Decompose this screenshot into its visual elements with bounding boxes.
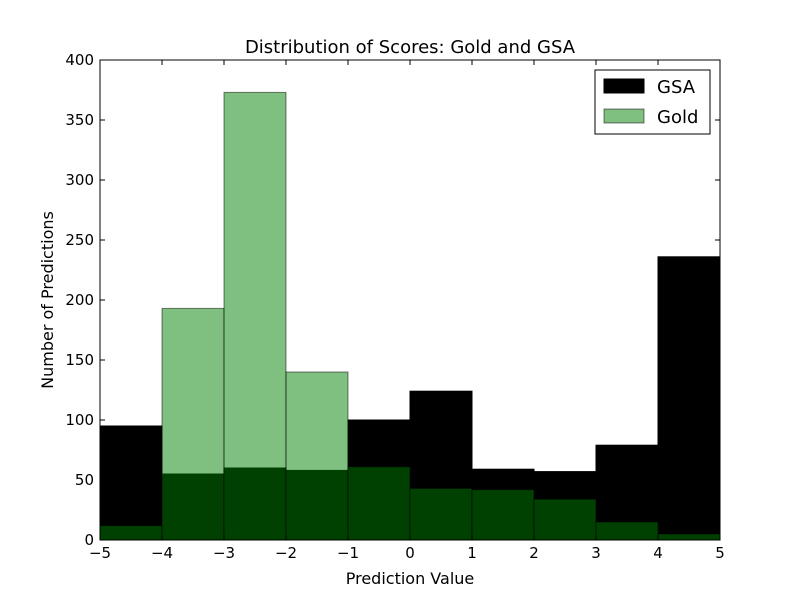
y-tick-label: 350	[65, 111, 94, 129]
y-tick-label: 150	[65, 351, 94, 369]
legend-swatch-gsa	[603, 78, 645, 94]
legend-label-gold: Gold	[657, 107, 698, 128]
gold-bar	[223, 91, 287, 541]
x-tick-label: 1	[467, 544, 477, 562]
gold-bar	[533, 498, 597, 541]
gold-bar	[99, 525, 163, 541]
y-axis: 0 50 100 150 200 250 300 350 400	[65, 51, 720, 549]
legend-label-gsa: GSA	[657, 77, 696, 98]
gold-bars	[99, 91, 721, 541]
x-axis: −5 −4 −3 −2 −1 0 1 2 3 4 5	[89, 60, 725, 562]
x-tick-label: 4	[653, 544, 663, 562]
gold-bar	[409, 487, 473, 541]
legend-swatch-gold	[603, 108, 645, 124]
gold-bar	[595, 521, 659, 541]
x-tick-label: −5	[89, 544, 111, 562]
y-axis-label: Number of Predictions	[38, 211, 57, 389]
y-tick-label: 250	[65, 231, 94, 249]
chart-title: Distribution of Scores: Gold and GSA	[245, 37, 576, 58]
gsa-bar	[99, 425, 163, 541]
gold-bar	[657, 533, 721, 541]
x-tick-label: −1	[337, 544, 359, 562]
x-tick-label: 0	[405, 544, 415, 562]
y-tick-label: 300	[65, 171, 94, 189]
y-tick-label: 0	[84, 531, 94, 549]
gold-bar	[161, 307, 225, 541]
x-axis-label: Prediction Value	[346, 569, 475, 588]
x-tick-label: 2	[529, 544, 539, 562]
x-tick-label: 3	[591, 544, 601, 562]
legend: GSA Gold	[594, 69, 711, 135]
y-tick-label: 100	[65, 411, 94, 429]
x-tick-label: −4	[151, 544, 173, 562]
gold-bar	[285, 371, 349, 541]
gold-bar	[347, 466, 411, 541]
x-tick-label: 5	[715, 544, 725, 562]
gold-bar	[471, 489, 535, 541]
y-tick-label: 200	[65, 291, 94, 309]
x-tick-label: −2	[275, 544, 297, 562]
y-tick-label: 50	[75, 471, 94, 489]
y-tick-label: 400	[65, 51, 94, 69]
x-tick-label: −3	[213, 544, 235, 562]
gsa-bar	[657, 256, 721, 541]
